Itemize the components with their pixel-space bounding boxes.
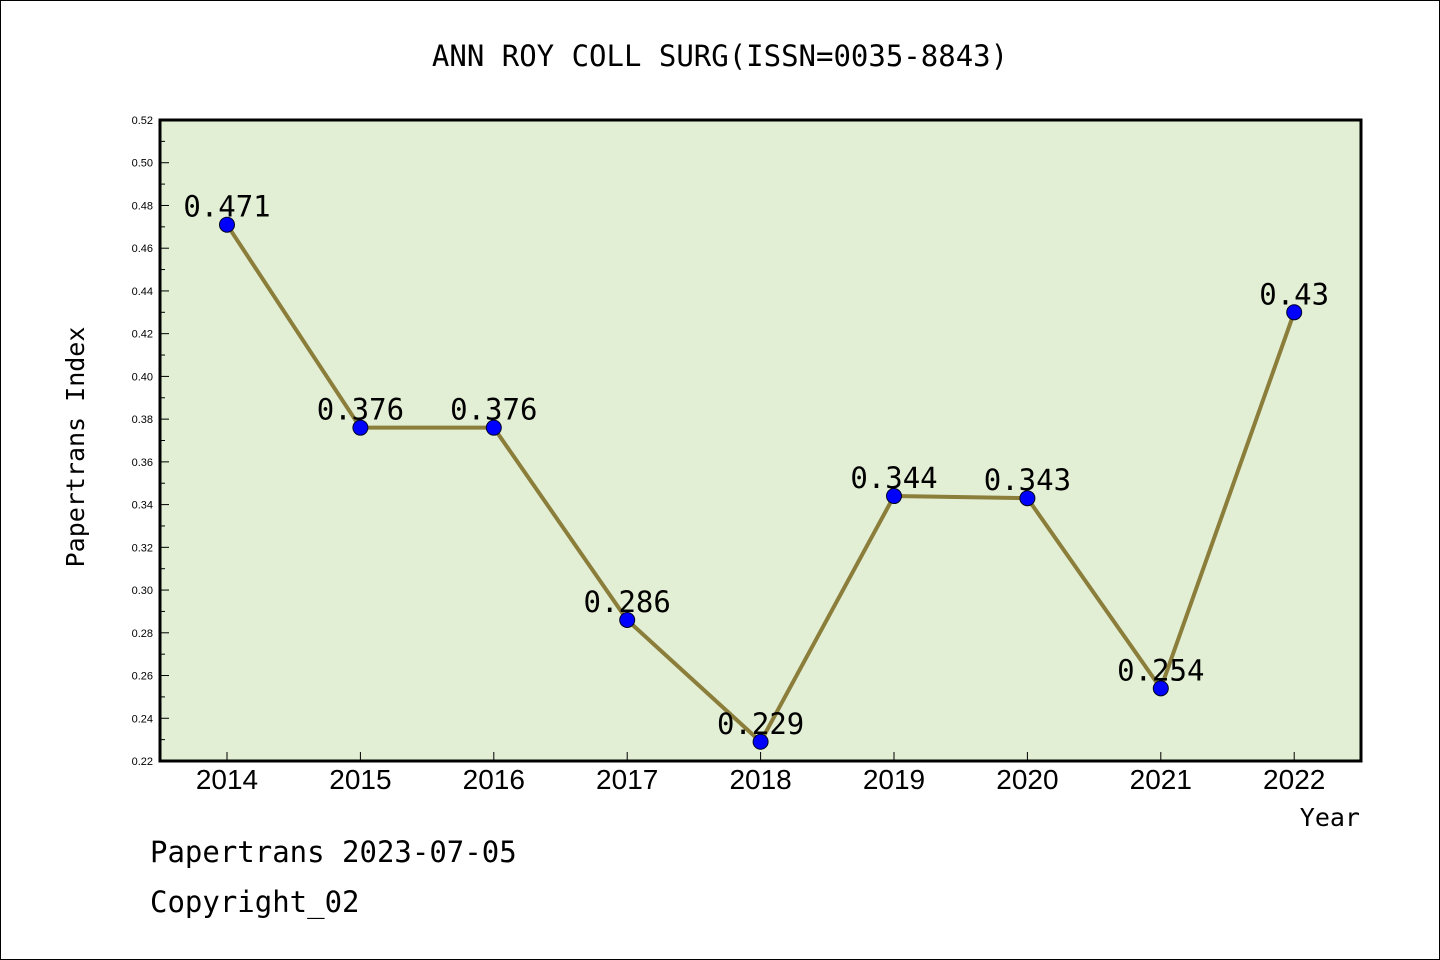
x-tick-label: 2019 xyxy=(863,764,925,795)
data-label: 0.471 xyxy=(183,190,270,224)
data-label: 0.43 xyxy=(1259,277,1329,311)
y-tick-label: 0.36 xyxy=(132,457,153,469)
y-tick-label: 0.48 xyxy=(132,200,153,212)
data-label: 0.286 xyxy=(584,585,671,619)
y-axis-label: Papertrans Index xyxy=(61,327,90,568)
y-tick-label: 0.32 xyxy=(132,542,153,554)
x-tick-label: 2015 xyxy=(329,764,391,795)
data-point xyxy=(352,419,369,436)
y-tick-label: 0.30 xyxy=(132,585,153,597)
y-tick-label: 0.22 xyxy=(132,756,153,768)
y-tick-label: 0.24 xyxy=(132,713,153,725)
chart-title: ANN ROY COLL SURG(ISSN=0035-8843) xyxy=(432,39,1008,73)
data-point xyxy=(619,611,636,628)
data-point xyxy=(1286,304,1303,321)
footer-copyright: Copyright_02 xyxy=(150,885,360,919)
data-label: 0.376 xyxy=(450,393,537,427)
data-point xyxy=(886,488,902,505)
data-label: 0.254 xyxy=(1117,653,1204,687)
data-point xyxy=(1019,490,1036,507)
x-tick-label: 2018 xyxy=(729,764,791,795)
data-label: 0.229 xyxy=(717,707,804,741)
y-tick-label: 0.52 xyxy=(132,115,153,127)
y-tick-label: 0.42 xyxy=(132,329,153,341)
data-point xyxy=(485,419,502,436)
y-tick-label: 0.28 xyxy=(132,628,153,640)
x-tick-label: 2017 xyxy=(596,764,658,795)
y-tick-label: 0.40 xyxy=(132,371,153,383)
x-tick-label: 2016 xyxy=(463,764,525,795)
x-axis-ticks: 2014 2015 2016 2017 2018 2019 2020 2021 2022 xyxy=(196,752,1325,795)
data-label: 0.343 xyxy=(984,463,1071,497)
data-labels-group: 0.471 0.376 0.376 0.286 0.229 0.344 0.343 0.254… xyxy=(183,190,1329,741)
plot-area xyxy=(160,120,1361,761)
y-axis-ticks: 0.22 0.24 0.26 0.28 0.30 0.32 0.34 0.36 0.38 0.40… xyxy=(132,115,169,768)
x-tick-label: 2022 xyxy=(1263,764,1325,795)
x-tick-label: 2014 xyxy=(196,764,258,795)
data-point xyxy=(219,216,235,233)
x-tick-label: 2020 xyxy=(996,764,1058,795)
footer-date: Papertrans 2023-07-05 xyxy=(150,835,517,869)
data-point xyxy=(1152,680,1169,697)
x-axis-label: Year xyxy=(1300,803,1360,832)
y-tick-label: 0.44 xyxy=(132,286,153,298)
y-tick-label: 0.26 xyxy=(132,671,153,683)
data-point xyxy=(752,733,769,750)
data-label: 0.376 xyxy=(317,393,404,427)
data-label: 0.344 xyxy=(850,461,937,495)
y-tick-label: 0.46 xyxy=(132,243,153,255)
x-tick-label: 2021 xyxy=(1130,764,1192,795)
plot-border xyxy=(158,118,1363,763)
y-tick-label: 0.50 xyxy=(132,158,153,170)
series-points-group xyxy=(219,216,1303,750)
y-tick-label: 0.34 xyxy=(132,500,153,512)
y-tick-label: 0.38 xyxy=(132,414,153,426)
